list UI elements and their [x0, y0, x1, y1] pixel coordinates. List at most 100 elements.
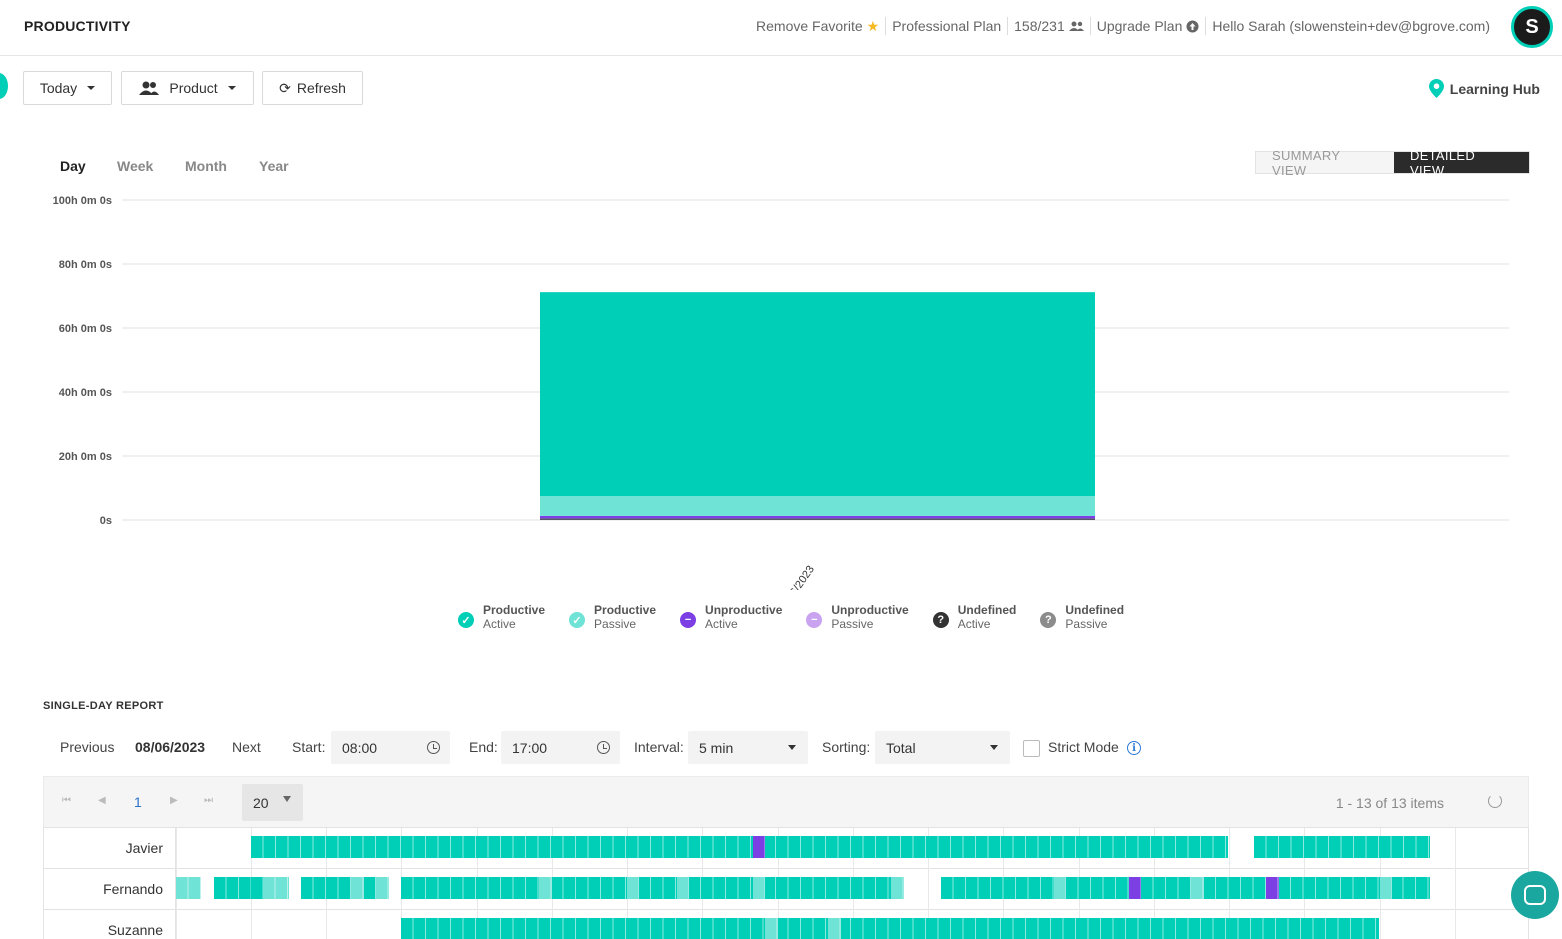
- activity-segment[interactable]: [891, 877, 904, 899]
- start-time-value: 08:00: [342, 739, 378, 756]
- first-page-icon[interactable]: ⏮: [62, 795, 71, 806]
- caret-down-icon: [788, 745, 796, 750]
- minus-icon: −: [680, 612, 697, 628]
- date-range-label: Today: [39, 80, 78, 96]
- start-label: Start:: [292, 739, 326, 755]
- previous-day-button[interactable]: Previous: [60, 739, 115, 755]
- upgrade-plan-link[interactable]: Upgrade Plan: [1091, 17, 1207, 35]
- activity-segment[interactable]: [351, 877, 364, 899]
- legend-title: Productive: [483, 603, 546, 617]
- tab-month[interactable]: Month: [185, 158, 227, 174]
- activity-segment[interactable]: [401, 918, 1379, 939]
- info-icon[interactable]: i: [1127, 741, 1141, 755]
- avatar[interactable]: S: [1511, 6, 1553, 48]
- activity-segment[interactable]: [1054, 877, 1066, 899]
- refresh-label: Refresh: [296, 80, 346, 96]
- upgrade-plan-label: Upgrade Plan: [1096, 18, 1183, 34]
- activity-segment[interactable]: [176, 877, 201, 899]
- bar-segment-productive-passive: [540, 496, 1095, 516]
- sidebar-toggle[interactable]: [0, 73, 8, 99]
- activity-segment[interactable]: [1380, 877, 1392, 899]
- legend-sub: Passive: [594, 617, 637, 631]
- prev-page-icon[interactable]: ◀: [98, 795, 106, 806]
- map-pin-icon: [1428, 79, 1444, 98]
- remove-favorite-link[interactable]: Remove Favorite ★: [750, 17, 887, 35]
- activity-segment[interactable]: [376, 877, 389, 899]
- sorting-select[interactable]: Total: [875, 731, 1010, 764]
- report-title: SINGLE-DAY REPORT: [43, 700, 164, 712]
- y-tick-label: 100h 0m 0s: [53, 195, 112, 207]
- end-time-value: 17:00: [512, 739, 548, 756]
- next-day-button[interactable]: Next: [232, 739, 261, 755]
- activity-segment[interactable]: [765, 918, 778, 939]
- row-user-name[interactable]: Javier: [44, 828, 176, 868]
- page-number[interactable]: 1: [134, 794, 142, 810]
- summary-view-button[interactable]: SUMMARY VIEW: [1256, 148, 1394, 178]
- report-date: 08/06/2023: [135, 739, 206, 755]
- legend-item-undefined-passive[interactable]: ? Undefined Passive: [1040, 603, 1124, 631]
- end-time-input[interactable]: 17:00: [501, 731, 620, 764]
- row-user-name[interactable]: Fernando: [44, 869, 176, 909]
- legend-item-productive-passive[interactable]: ✓ Productive Passive: [569, 603, 656, 631]
- activity-segment[interactable]: [1266, 877, 1279, 899]
- activity-segment[interactable]: [1129, 877, 1141, 899]
- activity-segment[interactable]: [1191, 877, 1204, 899]
- activity-segment[interactable]: [539, 877, 552, 899]
- next-page-icon[interactable]: ▶: [170, 795, 178, 806]
- question-icon: ?: [1040, 612, 1057, 628]
- grid-pager: ⏮ ◀ 1 ▶ ⏭ 20 1 - 13 of 13 items: [43, 776, 1529, 828]
- check-icon: ✓: [569, 612, 586, 628]
- strict-mode-checkbox[interactable]: [1023, 740, 1040, 757]
- interval-select[interactable]: 5 min: [688, 731, 808, 764]
- refresh-button[interactable]: ⟳ Refresh: [262, 71, 363, 105]
- tab-year[interactable]: Year: [259, 158, 289, 174]
- chat-support-button[interactable]: [1511, 871, 1559, 919]
- star-icon: ★: [866, 17, 880, 34]
- legend-item-undefined-active[interactable]: ? Undefined Active: [932, 603, 1016, 631]
- strict-mode-label: Strict Mode: [1048, 739, 1119, 755]
- chat-icon: [1524, 885, 1546, 905]
- activity-segment[interactable]: [677, 877, 689, 899]
- learning-hub-label: Learning Hub: [1449, 80, 1540, 97]
- tab-day[interactable]: Day: [60, 158, 86, 174]
- remove-favorite-label: Remove Favorite: [756, 18, 863, 34]
- y-tick-label: 40h 0m 0s: [59, 387, 112, 399]
- y-tick-label: 80h 0m 0s: [59, 259, 112, 271]
- seats-count: 158/231: [1014, 18, 1065, 34]
- activity-segment[interactable]: [753, 836, 765, 858]
- activity-segment[interactable]: [301, 877, 389, 899]
- activity-segment[interactable]: [251, 877, 263, 899]
- activity-segment[interactable]: [1254, 836, 1430, 858]
- activity-segment[interactable]: [828, 918, 841, 939]
- last-page-icon[interactable]: ⏭: [204, 795, 213, 806]
- users-icon: [139, 81, 160, 95]
- user-greeting[interactable]: Hello Sarah (slowenstein+dev@bgrove.com): [1206, 17, 1496, 35]
- page-size-select[interactable]: 20: [242, 784, 303, 821]
- activity-segment[interactable]: [753, 877, 765, 899]
- detailed-view-button[interactable]: DETAILED VIEW: [1394, 148, 1529, 178]
- grid-refresh-icon[interactable]: [1488, 794, 1502, 808]
- grid-column-divider: [928, 828, 929, 939]
- legend-sub: Active: [705, 617, 738, 631]
- legend-item-productive-active[interactable]: ✓ Productive Active: [458, 603, 545, 631]
- date-range-dropdown[interactable]: Today: [23, 71, 112, 105]
- legend-item-unproductive-passive[interactable]: − Unproductive Passive: [806, 603, 909, 631]
- activity-segment[interactable]: [251, 836, 1228, 858]
- seats-indicator[interactable]: 158/231: [1008, 17, 1091, 35]
- group-dropdown[interactable]: Product: [121, 71, 254, 105]
- activity-segment[interactable]: [263, 877, 289, 899]
- interval-value: 5 min: [699, 739, 734, 756]
- legend-item-unproductive-active[interactable]: − Unproductive Active: [680, 603, 782, 631]
- legend-sub: Passive: [831, 617, 874, 631]
- table-row: Fernando: [44, 869, 1528, 910]
- plan-link[interactable]: Professional Plan: [886, 17, 1009, 35]
- activity-segment[interactable]: [401, 877, 904, 899]
- refresh-icon: ⟳: [279, 79, 291, 96]
- learning-hub-link[interactable]: Learning Hub: [1428, 79, 1540, 98]
- activity-segment[interactable]: [627, 877, 639, 899]
- start-time-input[interactable]: 08:00: [331, 731, 450, 764]
- tab-week[interactable]: Week: [117, 158, 154, 174]
- row-user-name[interactable]: Suzanne: [44, 910, 176, 939]
- activity-segment[interactable]: [941, 877, 1430, 899]
- activity-grid: Javier Fernando Suzanne: [43, 827, 1529, 939]
